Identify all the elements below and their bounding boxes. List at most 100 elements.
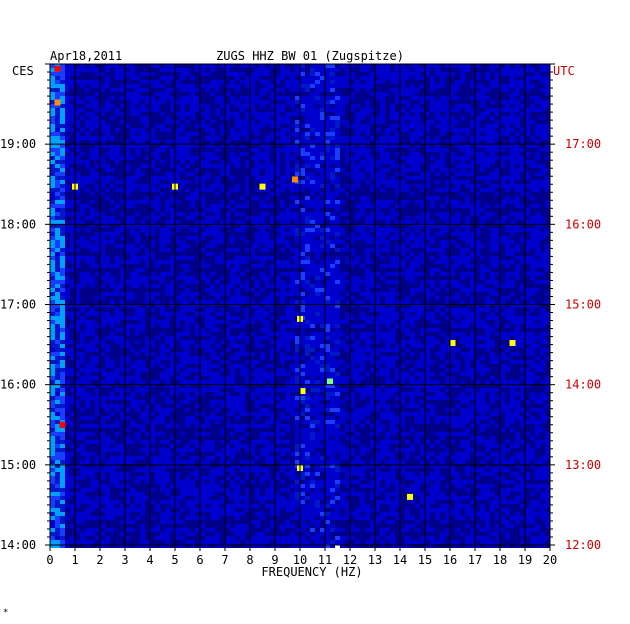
spectrogram-cell: [350, 116, 355, 120]
spectrogram-cell: [345, 192, 350, 196]
spectrogram-cell: [540, 68, 545, 72]
spectrogram-cell: [145, 240, 150, 244]
spectrogram-cell: [525, 224, 530, 228]
spectrogram-cell: [470, 92, 475, 96]
spectrogram-cell: [460, 220, 465, 224]
spectrogram-cell: [400, 224, 405, 228]
spectrogram-cell: [345, 180, 350, 184]
spectrogram-cell: [525, 180, 530, 184]
spectrogram-cell: [305, 252, 310, 256]
spectrogram-cell: [320, 160, 325, 164]
spectrogram-cell: [255, 156, 260, 160]
spectrogram-cell: [225, 188, 230, 192]
spectrogram-cell: [95, 252, 100, 256]
spectrogram-cell: [375, 132, 380, 136]
spectrogram-cell: [215, 172, 220, 176]
spectrogram-cell: [240, 112, 245, 116]
spectrogram-cell: [505, 132, 510, 136]
spectrogram-cell: [230, 92, 235, 96]
spectrogram-cell: [120, 84, 125, 88]
spectrogram-cell: [80, 160, 85, 164]
spectrogram-cell: [145, 244, 150, 248]
spectrogram-cell: [475, 204, 480, 208]
spectrogram-cell: [530, 72, 535, 76]
spectrogram-cell: [315, 200, 320, 204]
spectrogram-cell: [200, 68, 205, 72]
spectrogram-cell: [525, 192, 530, 196]
spectrogram-cell: [515, 152, 520, 156]
spectrogram-cell: [340, 64, 345, 68]
spectrogram-cell: [400, 156, 405, 160]
spectrogram-cell: [465, 84, 470, 88]
spectrogram-cell: [205, 132, 210, 136]
spectrogram-cell: [285, 88, 290, 92]
spectrogram-cell: [55, 212, 60, 216]
spectrogram-cell: [360, 244, 365, 248]
spectrogram-cell: [190, 76, 195, 80]
spectrogram-cell: [295, 144, 300, 148]
spectrogram-cell: [275, 112, 280, 116]
spectrogram-cell: [55, 96, 60, 100]
spectrogram-cell: [510, 80, 515, 84]
spectrogram-cell: [335, 236, 340, 240]
spectrogram-cell: [225, 204, 230, 208]
spectrogram-cell: [145, 120, 150, 124]
spectrogram-cell: [175, 72, 180, 76]
spectrogram-cell: [475, 136, 480, 140]
spectrogram-cell: [135, 188, 140, 192]
spectrogram-cell: [80, 132, 85, 136]
spectrogram-cell: [400, 84, 405, 88]
spectrogram-cell: [255, 160, 260, 164]
spectrogram-cell: [85, 180, 90, 184]
spectrogram-cell: [470, 252, 475, 256]
spectrogram-cell: [240, 172, 245, 176]
spectrogram-cell: [485, 100, 490, 104]
spectrogram-cell: [465, 68, 470, 72]
spectrogram-cell: [415, 160, 420, 164]
spectrogram-cell: [115, 232, 120, 236]
spectrogram-cell: [155, 96, 160, 100]
spectrogram-cell: [250, 100, 255, 104]
spectrogram-cell: [135, 256, 140, 260]
spectrogram-cell: [65, 252, 70, 256]
spectrogram-cell: [190, 132, 195, 136]
spectrogram-cell: [95, 100, 100, 104]
spectrogram-cell: [350, 72, 355, 76]
spectrogram-cell: [220, 156, 225, 160]
spectrogram-cell: [545, 168, 550, 172]
spectrogram-cell: [375, 176, 380, 180]
spectrogram-cell: [270, 176, 275, 180]
spectrogram-cell: [470, 160, 475, 164]
spectrogram-cell: [395, 140, 400, 144]
spectrogram-cell: [300, 88, 305, 92]
spectrogram-cell: [365, 212, 370, 216]
spectrogram-cell: [515, 260, 520, 264]
spectrogram-cell: [65, 72, 70, 76]
spectrogram-cell: [75, 228, 80, 232]
spectrogram-cell: [245, 216, 250, 220]
spectrogram-cell: [360, 220, 365, 224]
spectrogram-cell: [205, 108, 210, 112]
spectrogram-cell: [50, 204, 55, 208]
spectrogram-cell: [270, 196, 275, 200]
spectrogram-cell: [95, 140, 100, 144]
spectrogram-cell: [125, 168, 130, 172]
spectrogram-cell: [120, 216, 125, 220]
spectrogram-cell: [370, 212, 375, 216]
spectrogram-cell: [65, 200, 70, 204]
spectrogram-cell: [205, 100, 210, 104]
spectrogram-cell: [530, 148, 535, 152]
spectrogram-cell: [460, 92, 465, 96]
spectrogram-cell: [90, 240, 95, 244]
spectrogram-cell: [480, 76, 485, 80]
spectrogram-cell: [380, 156, 385, 160]
spectrogram-cell: [250, 112, 255, 116]
spectrogram-cell: [300, 180, 305, 184]
spectrogram-cell: [350, 136, 355, 140]
spectrogram-cell: [210, 232, 215, 236]
spectrogram-cell: [530, 252, 535, 256]
spectrogram-cell: [165, 128, 170, 132]
spectrogram-cell: [465, 224, 470, 228]
spectrogram-cell: [390, 120, 395, 124]
spectrogram-cell: [190, 180, 195, 184]
